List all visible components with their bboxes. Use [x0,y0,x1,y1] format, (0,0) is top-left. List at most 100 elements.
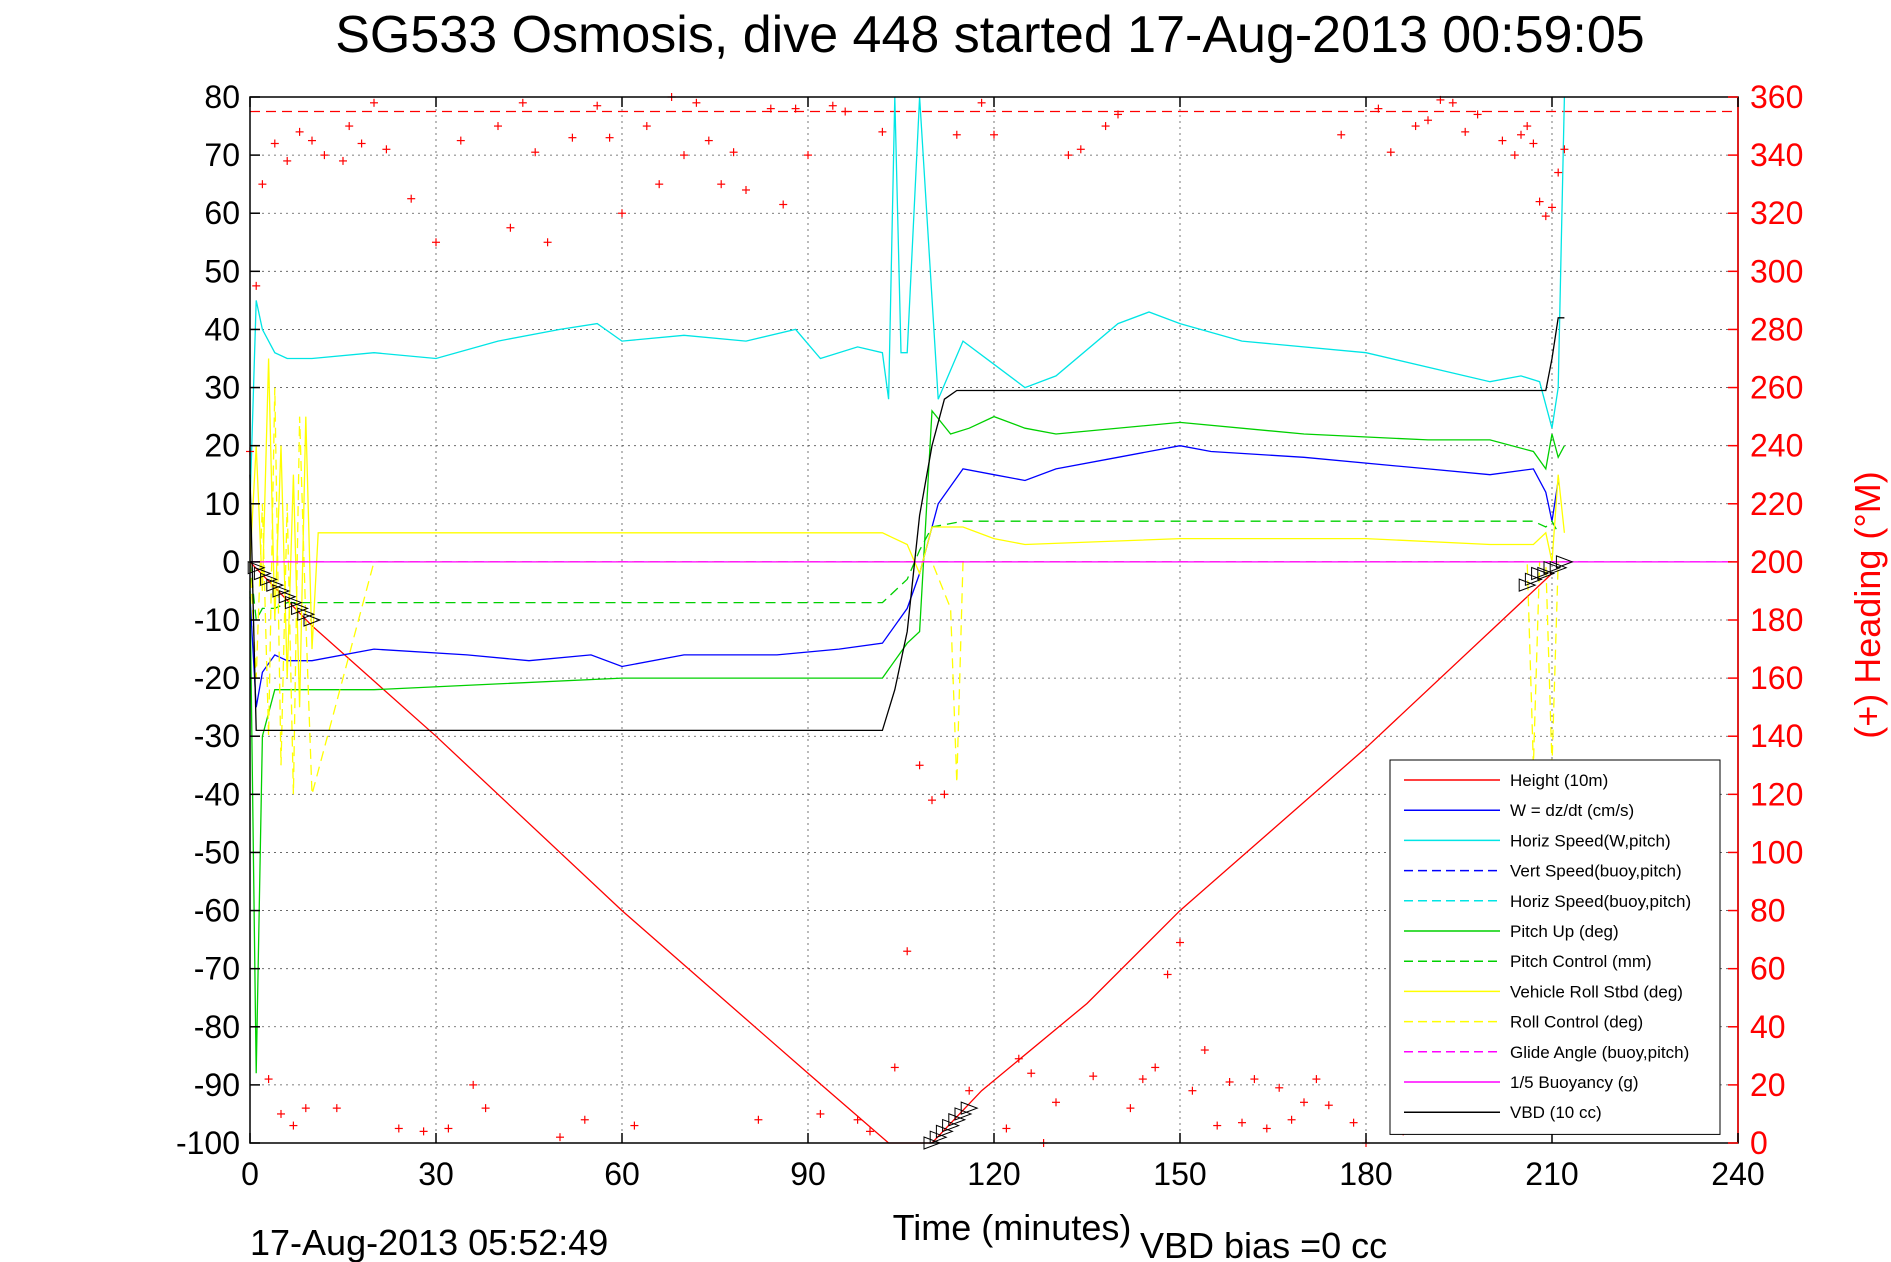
heading-point [1560,145,1569,154]
heading-point [1517,130,1525,139]
y-right-tick-label: 280 [1750,311,1803,347]
heading-point [742,185,750,194]
heading-point [1498,136,1507,145]
heading-point [1411,122,1420,131]
y-right-tick-label: 240 [1750,428,1803,464]
vehicle-glyph [960,1101,979,1115]
heading-point [630,1121,639,1130]
y-tick-label: -10 [194,602,240,638]
heading-point [1300,1098,1308,1107]
heading-point [729,148,738,157]
vehicle-glyph [948,1113,967,1127]
heading-point [853,1115,862,1124]
vehicle-glyph [297,607,316,621]
heading-point [680,151,688,160]
heading-point [1238,1118,1246,1127]
heading-point [1089,1072,1098,1081]
heading-point [394,1124,403,1133]
heading-point [804,151,812,160]
x-axis-label: Time (minutes) [893,1207,1132,1248]
y-right-tick-label: 320 [1750,195,1803,231]
heading-point [494,122,502,131]
heading-point [264,1075,273,1084]
y-right-tick-label: 80 [1750,893,1786,929]
vehicle-glyph [1518,578,1537,592]
footer-timestamp: 17-Aug-2013 05:52:49 [250,1222,608,1262]
heading-point [1374,104,1383,113]
heading-point [469,1080,478,1089]
y-tick-label: -30 [194,718,240,754]
heading-point [543,238,552,247]
y-tick-label: 60 [204,195,240,231]
x-tick-label: 210 [1525,1156,1578,1192]
heading-point [481,1104,490,1113]
heading-point [1200,1046,1209,1055]
heading-point [977,98,986,107]
y-right-tick-label: 360 [1750,79,1803,115]
y-tick-label: -40 [194,776,240,812]
heading-point [301,1104,310,1113]
heading-point [903,947,912,956]
heading-point [1138,1075,1147,1084]
y-tick-label: -60 [194,893,240,929]
series-line-5 [249,409,1565,1074]
y-tick-label: 80 [204,79,240,115]
heading-point [308,136,316,145]
y-right-tick-label: 160 [1750,660,1803,696]
heading-point [704,136,713,145]
heading-point [506,223,515,232]
x-tick-label: 30 [418,1156,454,1192]
heading-point [407,194,416,203]
heading-point [1250,1075,1259,1084]
heading-point [568,133,577,142]
y-tick-label: -100 [176,1125,240,1161]
series-line-1 [249,445,1559,708]
vehicle-glyph [278,590,297,604]
heading-point [618,209,626,218]
heading-point [816,1109,825,1118]
heading-point [1176,938,1184,947]
heading-point [692,98,701,107]
heading-point [1076,145,1085,154]
y-tick-label: 30 [204,370,240,406]
heading-point [1287,1115,1296,1124]
heading-point [1541,212,1550,221]
x-tick-label: 150 [1153,1156,1206,1192]
y-right-tick-label: 220 [1750,486,1803,522]
y-right-tick-label: 140 [1750,718,1803,754]
series-line-7 [249,358,1566,708]
heading-point [952,130,961,139]
heading-point [370,98,378,107]
heading-point [580,1115,589,1124]
vehicle-glyph [266,578,285,592]
legend-label: W = dz/dt (cm/s) [1510,801,1634,820]
heading-point [518,98,527,107]
heading-point [1151,1063,1160,1072]
y-right-tick-label: 340 [1750,137,1803,173]
heading-point [915,761,924,770]
heading-point [890,1063,899,1072]
x-tick-label: 120 [967,1156,1020,1192]
heading-point [866,1127,874,1136]
y-tick-label: -50 [194,834,240,870]
y-right-tick-label: 260 [1750,370,1803,406]
y-right-tick-label: 100 [1750,834,1803,870]
legend-box [1389,759,1721,1135]
heading-point [1064,151,1073,160]
heading-point [1312,1075,1321,1084]
series-line-0 [249,561,1553,1144]
heading-point [717,180,726,189]
heading-point [1163,970,1172,979]
heading-point [456,136,465,145]
y-tick-label: -90 [194,1067,240,1103]
heading-point [1510,151,1519,160]
heading-point [556,1133,564,1142]
heading-point [940,790,949,799]
x-tick-label: 0 [241,1156,259,1192]
heading-point [295,127,304,136]
y-tick-label: 70 [204,137,240,173]
heading-point [1349,1118,1358,1127]
heading-point [357,139,366,148]
y-tick-label: 0 [222,544,240,580]
heading-point [289,1121,298,1130]
